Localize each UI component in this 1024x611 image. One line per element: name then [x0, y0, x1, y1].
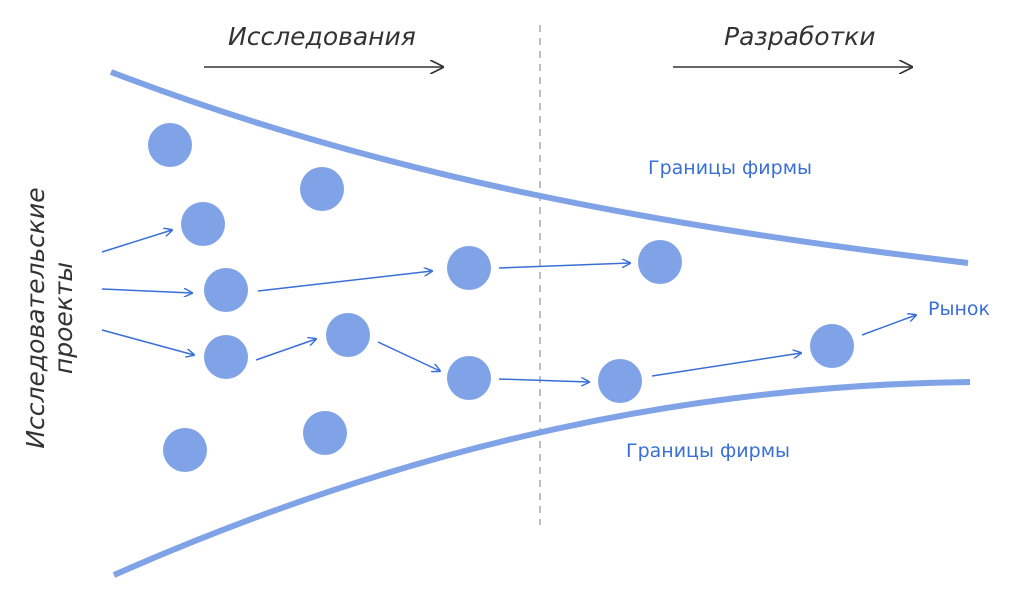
phase-label-development: Разработки [724, 22, 876, 51]
projects-label-line1: Исследовательские [21, 187, 50, 448]
project-nodes [148, 123, 854, 472]
arrow-lower-1 [255, 339, 316, 361]
arrow-lower-2 [377, 341, 440, 371]
project-node [326, 313, 370, 357]
arrow-mid-upper [257, 271, 432, 292]
project-node [447, 356, 491, 400]
project-node [810, 324, 854, 368]
project-node [598, 359, 642, 403]
firm-boundary-top-label: Границы фирмы [648, 157, 812, 179]
project-node [204, 335, 248, 379]
firm-boundary-bottom-label: Границы фирмы [626, 440, 790, 462]
market-label: Рынок [928, 298, 990, 320]
arrow-entry-2 [101, 289, 192, 293]
project-node [204, 268, 248, 312]
project-node [447, 246, 491, 290]
firm-boundary-bottom-line [112, 379, 971, 578]
projects-label: Исследовательские проекты [21, 187, 78, 448]
project-node [163, 428, 207, 472]
projects-label-line2: проекты [49, 262, 78, 374]
arrow-entry-1 [101, 230, 172, 253]
project-node [303, 411, 347, 455]
arrow-entry-3 [101, 329, 194, 355]
arrow-to-market [861, 315, 916, 336]
project-node [300, 167, 344, 211]
project-node [181, 202, 225, 246]
project-node [638, 240, 682, 284]
arrow-lower-3 [498, 379, 589, 382]
project-node [148, 123, 192, 167]
firm-boundary-top-line [109, 69, 969, 266]
arrow-upper-exit [498, 263, 630, 269]
arrow-lower-4 [651, 353, 801, 377]
project-flow-arrows [101, 230, 916, 382]
phase-label-research: Исследования [228, 22, 416, 51]
